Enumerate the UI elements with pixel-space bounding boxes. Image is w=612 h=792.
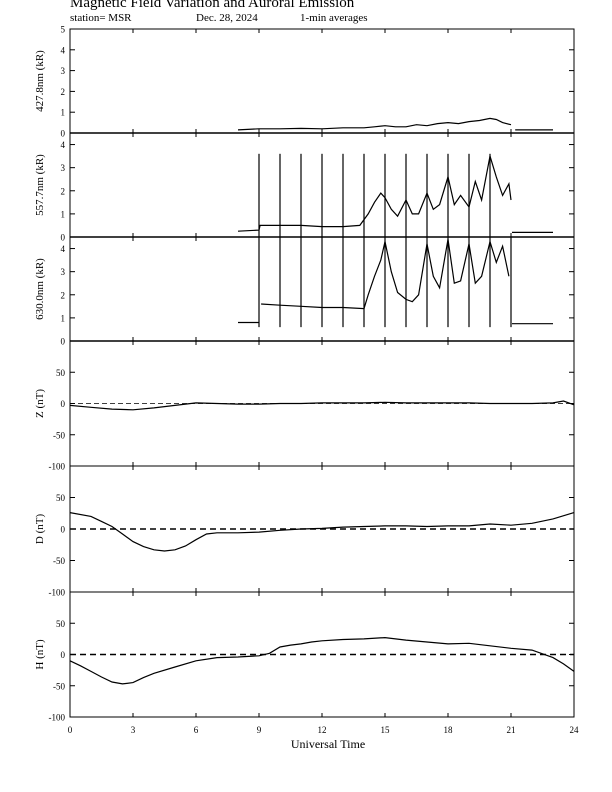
series-line-D-0 (69, 512, 575, 552)
x-tick-label: 9 (257, 725, 262, 735)
y-tick-label-427: 2 (61, 87, 66, 97)
y-tick-label-630: 3 (61, 267, 66, 277)
averaging-label: 1-min averages (300, 12, 368, 24)
x-tick-label: 21 (507, 725, 516, 735)
y-tick-label-427: 3 (61, 66, 66, 76)
x-tick-label: 6 (194, 725, 199, 735)
x-tick-label: 15 (381, 725, 391, 735)
y-tick-label-427: 1 (61, 108, 66, 118)
y-tick-label-630: 2 (61, 290, 66, 300)
y-tick-label-427: 4 (61, 45, 66, 55)
y-axis-label-D: D (nT) (34, 514, 46, 545)
y-tick-label-H: -100 (49, 713, 66, 723)
y-tick-label-557: 0 (61, 233, 66, 243)
x-axis-label: Universal Time (291, 737, 365, 751)
chart-title: Magnetic Field Variation and Auroral Emi… (70, 0, 355, 11)
y-tick-label-557: 2 (61, 186, 66, 196)
y-tick-label-630: 1 (61, 313, 66, 323)
y-tick-label-D: -100 (49, 588, 66, 598)
y-tick-label-557: 1 (61, 209, 66, 219)
series-line-427-0 (237, 117, 512, 131)
y-tick-label-427: 5 (61, 25, 66, 35)
y-tick-label-H: 50 (56, 619, 66, 629)
y-axis-label-630: 630.0nm (kR) (34, 258, 46, 320)
y-axis-label-427: 427.8nm (kR) (34, 50, 46, 112)
y-tick-label-H: 0 (61, 650, 66, 660)
series-line-H-0 (69, 636, 575, 685)
y-tick-label-H: -50 (53, 681, 65, 691)
y-tick-label-Z: 50 (56, 368, 66, 378)
y-tick-label-D: 50 (56, 493, 66, 503)
x-tick-label: 24 (570, 725, 580, 735)
y-axis-label-557: 557.7nm (kR) (34, 154, 46, 216)
y-tick-label-Z: -100 (49, 462, 66, 472)
y-tick-label-427: 0 (61, 129, 66, 139)
series-line-Z-0 (69, 400, 575, 411)
x-tick-label: 12 (318, 725, 327, 735)
series-line-630-1 (261, 239, 510, 310)
station-label: station= MSR (70, 12, 132, 24)
date-label: Dec. 28, 2024 (196, 12, 258, 24)
y-tick-label-Z: -50 (53, 430, 65, 440)
y-tick-label-557: 3 (61, 163, 66, 173)
x-tick-label: 18 (444, 725, 454, 735)
panel-frame-427 (69, 28, 575, 134)
x-tick-label: 0 (68, 725, 73, 735)
y-tick-label-557: 4 (61, 140, 66, 150)
y-tick-label-630: 0 (61, 337, 66, 347)
y-tick-label-D: 0 (61, 525, 66, 535)
x-tick-label: 3 (131, 725, 136, 735)
y-axis-label-H: H (nT) (34, 639, 46, 670)
y-axis-label-Z: Z (nT) (34, 389, 46, 418)
y-tick-label-630: 4 (61, 244, 66, 254)
y-tick-label-D: -50 (53, 556, 65, 566)
series-line-557-0 (237, 155, 512, 232)
y-tick-label-Z: 0 (61, 399, 66, 409)
